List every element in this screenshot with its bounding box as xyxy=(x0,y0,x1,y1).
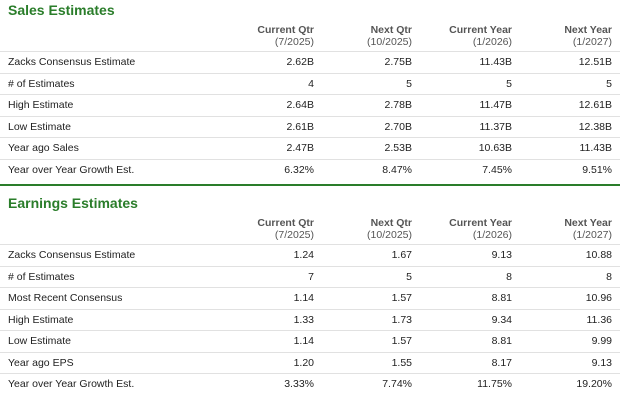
row-label: # of Estimates xyxy=(0,265,230,288)
col-header-current-qtr: Current Qtr (7/2025) xyxy=(257,23,314,48)
table-row: High Estimate 2.64B 2.78B 11.47B 12.61B xyxy=(0,94,620,116)
cell-value: 10.96 xyxy=(520,287,620,309)
table-row: Low Estimate 1.14 1.57 8.81 9.99 xyxy=(0,330,620,352)
table-header-row: Current Qtr (7/2025) Next Qtr (10/2025) Cu… xyxy=(0,20,620,52)
cell-value: 19.20% xyxy=(520,373,620,395)
col-header-next-qtr: Next Qtr (10/2025) xyxy=(367,23,412,48)
cell-value: 2.64B xyxy=(230,94,322,116)
table-row: Year over Year Growth Est. 3.33% 7.74% 1… xyxy=(0,373,620,395)
cell-value: 9.13 xyxy=(520,351,620,374)
cell-value: 11.43B xyxy=(520,137,620,159)
cell-value: 1.24 xyxy=(230,244,322,266)
cell-value: 3.33% xyxy=(230,373,322,395)
cell-value: 2.75B xyxy=(322,51,420,73)
col-header-current-year: Current Year (1/2026) xyxy=(449,216,512,241)
table-header-row: Current Qtr (7/2025) Next Qtr (10/2025) Cu… xyxy=(0,213,620,245)
cell-value: 2.53B xyxy=(322,137,420,159)
table-row: Year ago Sales 2.47B 2.53B 10.63B 11.43B xyxy=(0,137,620,159)
row-label: Zacks Consensus Estimate xyxy=(0,51,230,73)
table-row: Year ago EPS 1.20 1.55 8.17 9.13 xyxy=(0,351,620,374)
table-row: Year over Year Growth Est. 6.32% 8.47% 7… xyxy=(0,158,620,180)
cell-value: 6.32% xyxy=(230,158,322,180)
cell-value: 11.37B xyxy=(420,115,520,138)
col-header-next-year: Next Year (1/2027) xyxy=(564,216,612,241)
earnings-estimates-title: Earnings Estimates xyxy=(8,195,138,211)
table-row: # of Estimates 7 5 8 8 xyxy=(0,265,620,288)
table-row: High Estimate 1.33 1.73 9.34 11.36 xyxy=(0,308,620,331)
sales-estimates-section: Sales Estimates Current Qtr (7/2025) Next… xyxy=(0,0,620,180)
section-divider xyxy=(0,184,620,186)
cell-value: 5 xyxy=(322,265,420,288)
cell-value: 5 xyxy=(322,72,420,95)
cell-value: 9.13 xyxy=(420,244,520,266)
row-label: Most Recent Consensus xyxy=(0,287,230,309)
cell-value: 4 xyxy=(230,72,322,95)
cell-value: 9.34 xyxy=(420,308,520,331)
row-label: Low Estimate xyxy=(0,115,230,138)
cell-value: 1.57 xyxy=(322,287,420,309)
col-header-current-qtr: Current Qtr (7/2025) xyxy=(257,216,314,241)
cell-value: 7.74% xyxy=(322,373,420,395)
cell-value: 2.61B xyxy=(230,115,322,138)
cell-value: 1.14 xyxy=(230,287,322,309)
row-label: High Estimate xyxy=(0,94,230,116)
cell-value: 12.61B xyxy=(520,94,620,116)
cell-value: 2.78B xyxy=(322,94,420,116)
header-blank xyxy=(0,20,230,52)
cell-value: 1.67 xyxy=(322,244,420,266)
row-label: Year ago Sales xyxy=(0,137,230,159)
col-header-next-year: Next Year (1/2027) xyxy=(564,23,612,48)
cell-value: 8.81 xyxy=(420,287,520,309)
cell-value: 1.20 xyxy=(230,351,322,374)
col-header-current-year: Current Year (1/2026) xyxy=(449,23,512,48)
cell-value: 10.88 xyxy=(520,244,620,266)
cell-value: 11.43B xyxy=(420,51,520,73)
row-label: Zacks Consensus Estimate xyxy=(0,244,230,266)
cell-value: 12.38B xyxy=(520,115,620,138)
row-label: Low Estimate xyxy=(0,330,230,352)
row-label: # of Estimates xyxy=(0,72,230,95)
table-row: Most Recent Consensus 1.14 1.57 8.81 10.… xyxy=(0,287,620,309)
earnings-estimates-table: Current Qtr (7/2025) Next Qtr (10/2025) Cu… xyxy=(0,213,620,395)
header-blank xyxy=(0,213,230,245)
cell-value: 8 xyxy=(420,265,520,288)
cell-value: 7 xyxy=(230,265,322,288)
cell-value: 1.55 xyxy=(322,351,420,374)
cell-value: 1.14 xyxy=(230,330,322,352)
row-label: Year over Year Growth Est. xyxy=(0,158,230,180)
row-label: Year ago EPS xyxy=(0,351,230,374)
cell-value: 2.62B xyxy=(230,51,322,73)
cell-value: 8.81 xyxy=(420,330,520,352)
table-row: Low Estimate 2.61B 2.70B 11.37B 12.38B xyxy=(0,115,620,138)
cell-value: 10.63B xyxy=(420,137,520,159)
cell-value: 11.75% xyxy=(420,373,520,395)
col-header-next-qtr: Next Qtr (10/2025) xyxy=(367,216,412,241)
cell-value: 12.51B xyxy=(520,51,620,73)
cell-value: 11.47B xyxy=(420,94,520,116)
table-row: Zacks Consensus Estimate 1.24 1.67 9.13 … xyxy=(0,244,620,266)
cell-value: 9.99 xyxy=(520,330,620,352)
cell-value: 2.47B xyxy=(230,137,322,159)
sales-estimates-title: Sales Estimates xyxy=(8,2,115,18)
cell-value: 1.57 xyxy=(322,330,420,352)
row-label: Year over Year Growth Est. xyxy=(0,373,230,395)
sales-estimates-table: Current Qtr (7/2025) Next Qtr (10/2025) Cu… xyxy=(0,20,620,180)
cell-value: 8 xyxy=(520,265,620,288)
cell-value: 1.33 xyxy=(230,308,322,331)
cell-value: 11.36 xyxy=(520,308,620,331)
cell-value: 7.45% xyxy=(420,158,520,180)
earnings-estimates-section: Earnings Estimates Current Qtr (7/2025) N… xyxy=(0,186,620,395)
cell-value: 1.73 xyxy=(322,308,420,331)
cell-value: 9.51% xyxy=(520,158,620,180)
cell-value: 5 xyxy=(420,72,520,95)
cell-value: 8.47% xyxy=(322,158,420,180)
cell-value: 8.17 xyxy=(420,351,520,374)
row-label: High Estimate xyxy=(0,308,230,331)
table-row: Zacks Consensus Estimate 2.62B 2.75B 11.… xyxy=(0,51,620,73)
table-row: # of Estimates 4 5 5 5 xyxy=(0,72,620,95)
cell-value: 2.70B xyxy=(322,115,420,138)
cell-value: 5 xyxy=(520,72,620,95)
